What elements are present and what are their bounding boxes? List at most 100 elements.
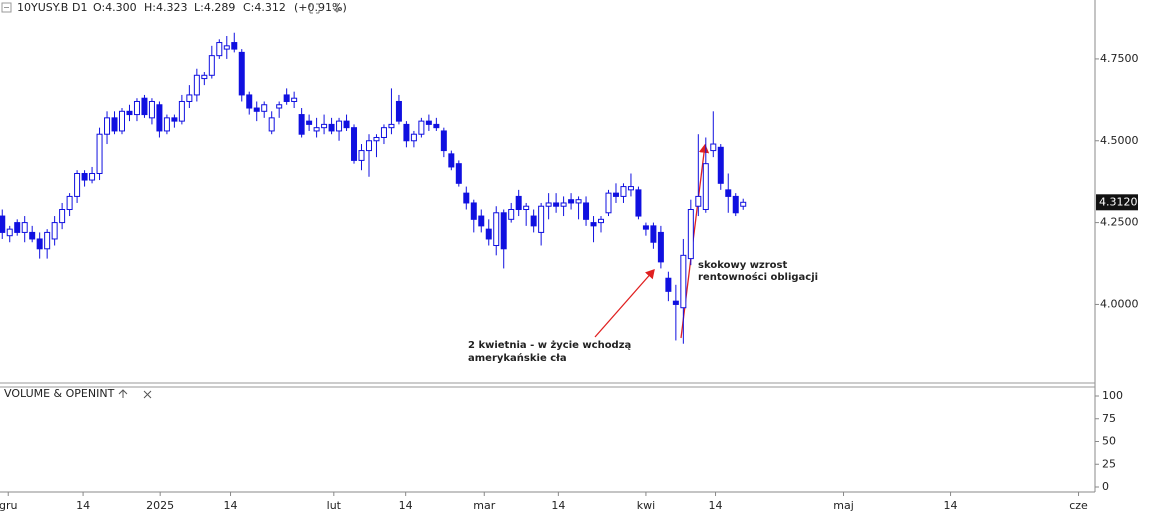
candle-body xyxy=(665,277,672,292)
candle-body xyxy=(36,238,43,250)
candle-body xyxy=(508,209,515,220)
candle-body xyxy=(403,123,410,142)
volume-y-tick-label: 25 xyxy=(1102,457,1116,470)
candle-body xyxy=(725,189,732,197)
candle-body xyxy=(104,117,111,135)
candle-body xyxy=(478,215,485,227)
candle-body xyxy=(455,163,462,184)
down-icon[interactable] xyxy=(332,3,342,13)
candle-body xyxy=(493,212,500,247)
candle-body xyxy=(635,189,642,217)
candle-body xyxy=(448,153,455,168)
candle-body xyxy=(328,123,335,132)
candle-body xyxy=(732,195,739,214)
candle-body xyxy=(642,225,649,230)
candle-body xyxy=(306,120,313,125)
candle-body xyxy=(268,117,275,132)
candle-body xyxy=(702,163,709,211)
annotation-text: rentowności obligacji xyxy=(698,271,818,283)
x-tick-label: 2025 xyxy=(146,499,174,512)
header-change: (+0.91%) xyxy=(294,1,347,14)
x-tick-label: kwi xyxy=(637,499,655,512)
candle-body xyxy=(66,195,73,211)
candle-body xyxy=(283,94,290,102)
x-tick-label: gru xyxy=(0,499,17,512)
candle-body xyxy=(0,215,6,233)
candle-body xyxy=(575,199,582,204)
candle-body xyxy=(51,222,58,240)
candle-body xyxy=(425,120,432,125)
candle-body xyxy=(351,127,358,161)
close-icon[interactable] xyxy=(143,390,152,399)
x-tick-label: 14 xyxy=(551,499,565,512)
candle-body xyxy=(463,192,470,204)
x-tick-label: 14 xyxy=(224,499,238,512)
candle-body xyxy=(336,120,343,132)
candle-body xyxy=(538,205,545,233)
candle-body xyxy=(523,205,530,211)
candle-body xyxy=(672,300,679,305)
candle-body xyxy=(44,231,51,250)
volume-y-tick-label: 50 xyxy=(1102,435,1116,448)
x-tick-label: 14 xyxy=(944,499,958,512)
candle-body xyxy=(253,107,260,112)
candle-body xyxy=(291,97,298,102)
move-up-icon[interactable] xyxy=(118,389,128,398)
candle-body xyxy=(395,100,402,122)
y-tick-label: 4.0000 xyxy=(1100,297,1139,310)
header-close: C:4.312 xyxy=(243,1,286,14)
candle-body xyxy=(657,231,664,263)
timeframe: D1 xyxy=(72,1,87,14)
candle-body xyxy=(500,212,507,250)
candle-body xyxy=(96,133,103,174)
header-high: H:4.323 xyxy=(144,1,187,14)
candle-body xyxy=(710,143,717,152)
header-low: L:4.289 xyxy=(194,1,235,14)
candle-body xyxy=(433,123,440,129)
candle-body xyxy=(156,104,163,132)
candle-body xyxy=(627,186,634,191)
maximize-icon[interactable] xyxy=(309,3,320,14)
candle-body xyxy=(208,55,215,76)
candle-body xyxy=(612,192,619,197)
candle-body xyxy=(118,110,125,132)
x-tick-label: 14 xyxy=(76,499,90,512)
annotation-arrow xyxy=(594,269,655,338)
candle-body xyxy=(485,228,492,240)
candle-body xyxy=(553,202,560,207)
candle-body xyxy=(440,130,447,152)
candle-body xyxy=(321,123,328,129)
candle-body xyxy=(373,136,380,142)
candle-body xyxy=(380,127,387,138)
candle-body xyxy=(717,146,724,184)
candle-body xyxy=(6,228,13,237)
x-tick-label: maj xyxy=(833,499,854,512)
collapse-icon[interactable] xyxy=(1,2,12,13)
candle-body xyxy=(530,215,537,227)
last-price-box xyxy=(1096,194,1138,211)
candle-body xyxy=(246,94,253,109)
x-tick-label: 14 xyxy=(399,499,413,512)
candle-body xyxy=(545,202,552,207)
x-tick-label: 14 xyxy=(709,499,723,512)
candle-body xyxy=(313,127,320,132)
annotation-text: skokowy wzrost xyxy=(698,260,788,271)
candle-body xyxy=(568,199,575,204)
candle-body xyxy=(126,110,133,116)
candle-body xyxy=(111,117,118,132)
candle-body xyxy=(687,209,694,260)
candle-body xyxy=(81,172,88,181)
candle-body xyxy=(560,202,567,207)
candle-body xyxy=(470,202,477,220)
last-price-label: 4.3120 xyxy=(1099,195,1138,208)
candle-body xyxy=(29,231,36,240)
candle-body xyxy=(216,42,223,57)
price-pane xyxy=(0,0,1095,383)
symbol: 10YUSY.B xyxy=(17,1,68,14)
candle-body xyxy=(276,104,283,109)
candle-body xyxy=(89,172,96,181)
y-tick-label: 4.2500 xyxy=(1100,216,1139,229)
candle-body xyxy=(186,94,193,102)
candle-body xyxy=(515,195,522,211)
